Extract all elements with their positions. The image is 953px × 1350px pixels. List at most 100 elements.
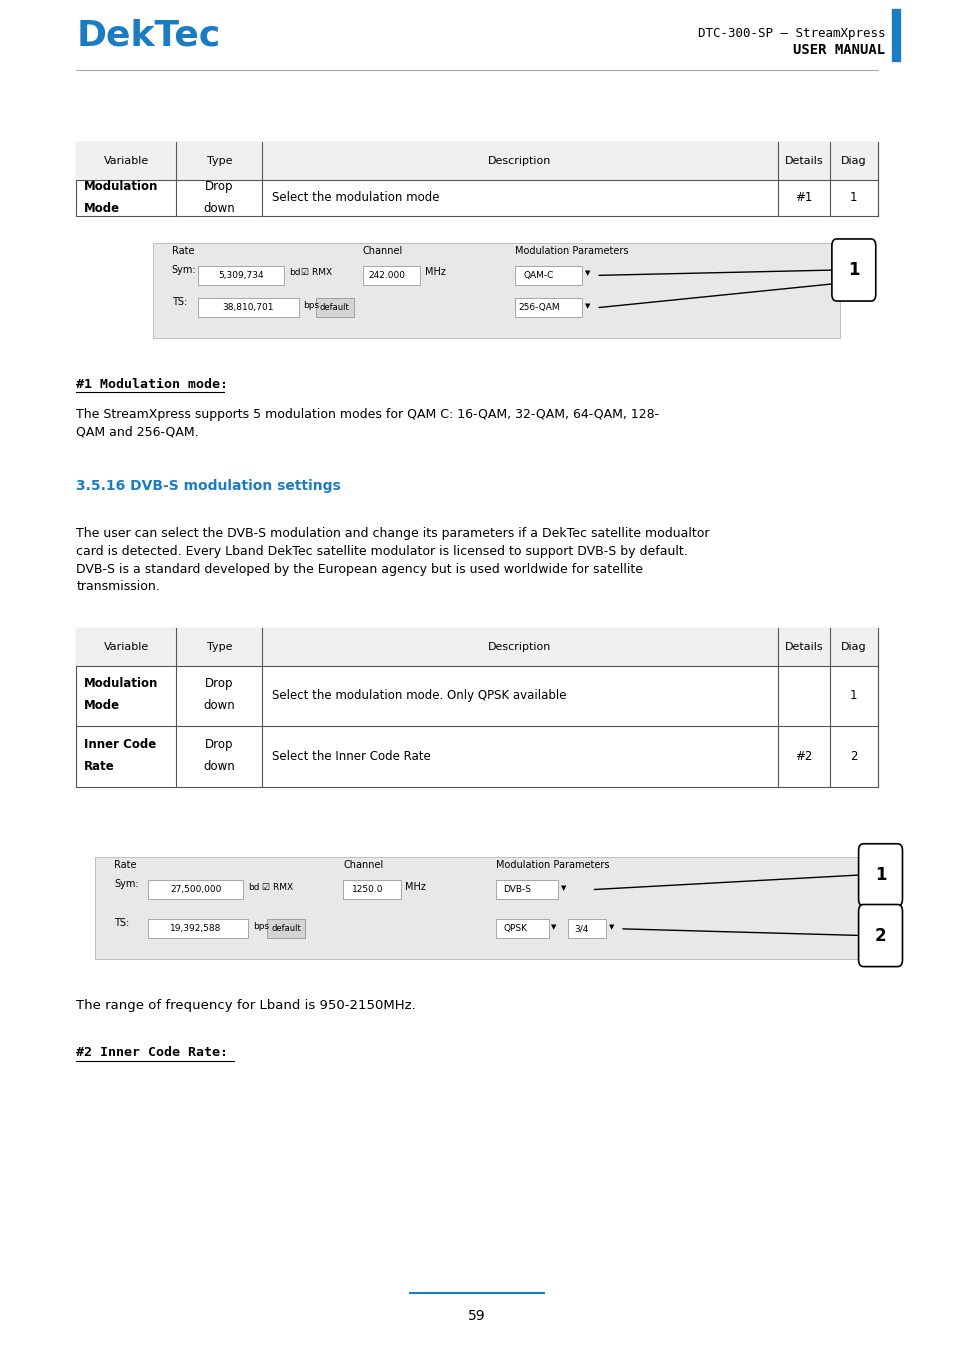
Text: Description: Description — [488, 155, 551, 166]
Text: Drop: Drop — [205, 738, 233, 751]
Text: ▼: ▼ — [560, 884, 566, 891]
Bar — [198, 298, 298, 317]
Text: Rate: Rate — [84, 760, 114, 772]
Text: default: default — [319, 304, 350, 312]
Text: DTC-300-SP – StreamXpress: DTC-300-SP – StreamXpress — [697, 27, 884, 40]
Bar — [267, 919, 305, 938]
Text: ▼: ▼ — [584, 302, 590, 309]
Text: Diag: Diag — [841, 641, 865, 652]
Bar — [76, 628, 877, 666]
Text: ▼: ▼ — [608, 923, 614, 930]
Bar — [343, 880, 400, 899]
Text: USER MANUAL: USER MANUAL — [792, 43, 884, 57]
Text: TS:: TS: — [172, 297, 187, 306]
Bar — [148, 919, 248, 938]
Text: 1: 1 — [847, 261, 859, 279]
Bar — [76, 142, 877, 180]
Text: Channel: Channel — [362, 246, 402, 255]
Text: 1250.0: 1250.0 — [351, 886, 383, 894]
Text: Rate: Rate — [172, 246, 194, 255]
Text: Type: Type — [207, 641, 232, 652]
Text: ▼: ▼ — [584, 270, 590, 277]
Text: 1: 1 — [849, 192, 857, 204]
Text: Sym:: Sym: — [114, 879, 139, 888]
Text: 19,392,588: 19,392,588 — [170, 925, 221, 933]
FancyBboxPatch shape — [858, 844, 902, 906]
Text: The user can select the DVB-S modulation and change its parameters if a DekTec s: The user can select the DVB-S modulation… — [76, 526, 709, 594]
Bar — [198, 266, 284, 285]
Bar — [76, 628, 877, 787]
Text: Drop: Drop — [205, 181, 233, 193]
Text: ☑ RMX: ☑ RMX — [262, 883, 294, 891]
Text: 2: 2 — [874, 926, 885, 945]
Text: TS:: TS: — [114, 918, 130, 927]
Text: Details: Details — [783, 155, 822, 166]
Text: QPSK: QPSK — [502, 925, 527, 933]
Text: The StreamXpress supports 5 modulation modes for QAM C: 16-QAM, 32-QAM, 64-QAM, : The StreamXpress supports 5 modulation m… — [76, 408, 659, 439]
Text: Mode: Mode — [84, 202, 120, 215]
Text: Mode: Mode — [84, 699, 120, 711]
Text: QAM-C: QAM-C — [523, 271, 554, 279]
Text: Modulation Parameters: Modulation Parameters — [496, 860, 609, 869]
Text: Diag: Diag — [841, 155, 865, 166]
Text: ▼: ▼ — [551, 923, 557, 930]
Text: Inner Code: Inner Code — [84, 738, 156, 751]
Text: 38,810,701: 38,810,701 — [223, 304, 274, 312]
Text: Modulation: Modulation — [84, 181, 158, 193]
Text: bps: bps — [303, 301, 319, 309]
Text: default: default — [271, 925, 301, 933]
Bar — [567, 919, 605, 938]
Text: Select the modulation mode: Select the modulation mode — [272, 192, 439, 204]
Text: down: down — [203, 760, 235, 772]
Text: ☑ RMX: ☑ RMX — [301, 269, 333, 277]
Text: bps: bps — [253, 922, 269, 930]
Bar — [891, 9, 899, 61]
Text: Sym:: Sym: — [172, 265, 196, 274]
Text: 242.000: 242.000 — [368, 271, 404, 279]
Text: DVB-S: DVB-S — [502, 886, 531, 894]
Text: Variable: Variable — [104, 641, 149, 652]
Text: bd: bd — [289, 269, 300, 277]
Text: Rate: Rate — [114, 860, 137, 869]
Bar — [496, 919, 548, 938]
Text: down: down — [203, 699, 235, 711]
Text: 3.5.16 DVB-S modulation settings: 3.5.16 DVB-S modulation settings — [76, 479, 341, 493]
Text: #2: #2 — [794, 751, 812, 763]
Text: Select the Inner Code Rate: Select the Inner Code Rate — [272, 751, 430, 763]
Text: Channel: Channel — [343, 860, 383, 869]
Text: Description: Description — [488, 641, 551, 652]
Text: Details: Details — [783, 641, 822, 652]
Text: bd: bd — [248, 883, 259, 891]
Text: MHz: MHz — [405, 882, 426, 891]
Text: 59: 59 — [468, 1310, 485, 1323]
Text: Variable: Variable — [104, 155, 149, 166]
Bar — [515, 266, 581, 285]
Text: down: down — [203, 202, 235, 215]
Text: 5,309,734: 5,309,734 — [218, 271, 264, 279]
Text: Modulation Parameters: Modulation Parameters — [515, 246, 628, 255]
Bar — [496, 880, 558, 899]
Bar — [76, 142, 877, 216]
Text: #2 Inner Code Rate:: #2 Inner Code Rate: — [76, 1046, 228, 1060]
Text: 1: 1 — [849, 690, 857, 702]
Bar — [362, 266, 419, 285]
Bar — [95, 857, 858, 958]
Text: 256-QAM: 256-QAM — [517, 304, 559, 312]
Text: 2: 2 — [849, 751, 857, 763]
Bar — [315, 298, 354, 317]
Text: 1: 1 — [874, 865, 885, 884]
Text: #1 Modulation mode:: #1 Modulation mode: — [76, 378, 228, 392]
Text: MHz: MHz — [424, 267, 445, 277]
Text: Select the modulation mode. Only QPSK available: Select the modulation mode. Only QPSK av… — [272, 690, 566, 702]
Bar — [515, 298, 581, 317]
Text: Drop: Drop — [205, 678, 233, 690]
Text: Type: Type — [207, 155, 232, 166]
Text: 27,500,000: 27,500,000 — [170, 886, 221, 894]
Text: 3/4: 3/4 — [574, 925, 589, 933]
Text: Modulation: Modulation — [84, 678, 158, 690]
Text: DekTec: DekTec — [76, 18, 220, 53]
Bar — [152, 243, 839, 338]
Bar — [148, 880, 243, 899]
Text: #1: #1 — [794, 192, 812, 204]
FancyBboxPatch shape — [831, 239, 875, 301]
